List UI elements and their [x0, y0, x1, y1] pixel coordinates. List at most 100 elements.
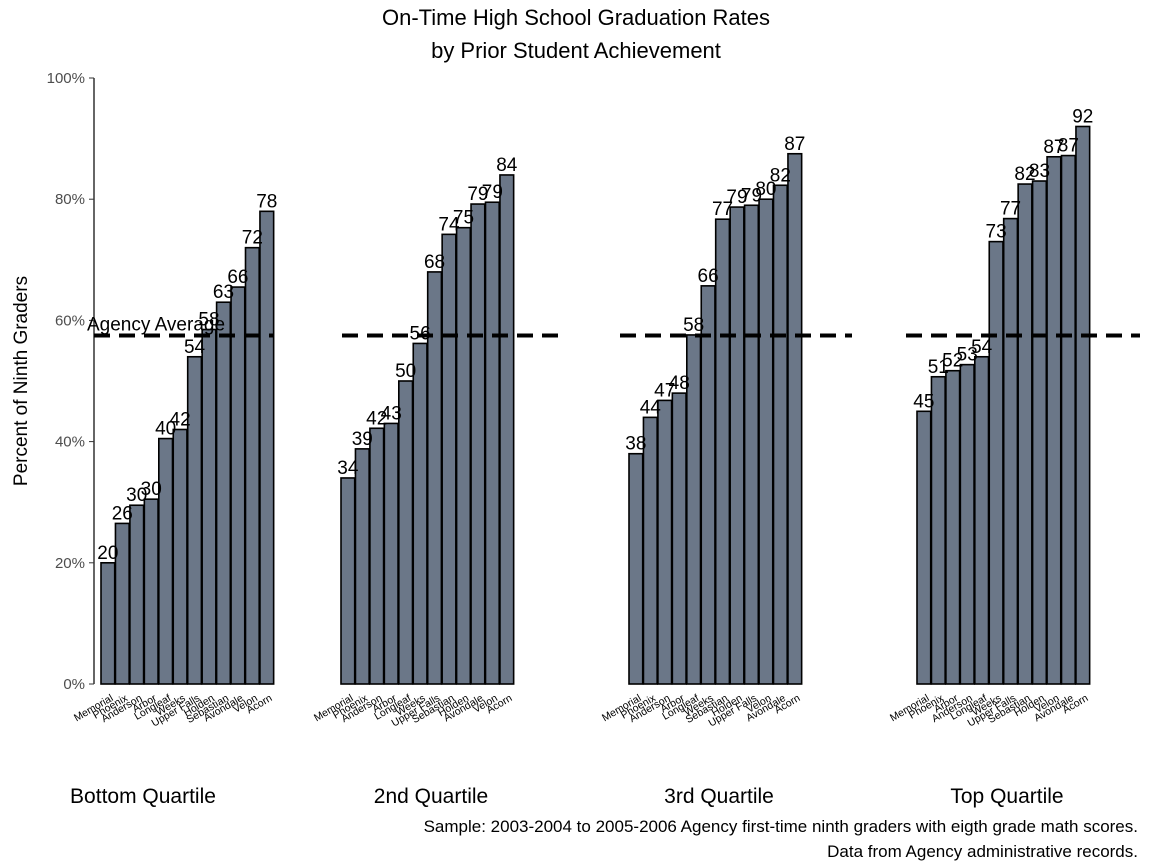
bar-anderson — [959, 363, 975, 685]
bar-phoenix — [642, 416, 658, 685]
bar-longleaf — [158, 437, 174, 685]
y-tick-label: 0% — [63, 676, 85, 693]
value-label: 79 — [482, 182, 503, 203]
bar-memorial — [916, 410, 932, 685]
bar-acorn — [259, 210, 275, 685]
bar-anderson — [369, 427, 385, 685]
caption-line-2: Data from Agency administrative records. — [827, 842, 1138, 861]
bar-sebastian — [441, 233, 457, 685]
bar-avondale — [470, 203, 486, 685]
value-label: 82 — [1014, 164, 1035, 185]
bar-anderson — [657, 399, 673, 685]
bar-holden — [729, 206, 745, 685]
value-label: 80 — [755, 179, 776, 200]
y-tick-label: 100% — [47, 70, 85, 87]
value-label: 79 — [726, 187, 747, 208]
y-axis: 0% 20% 40% 60% 80% 100% Percent of Ninth Grade… — [11, 70, 95, 693]
value-label: 20 — [97, 543, 118, 564]
bar-phoenix — [930, 375, 946, 685]
value-label: 45 — [913, 391, 934, 412]
value-label: 40 — [155, 419, 176, 440]
bar-arbor — [143, 498, 159, 685]
value-label: 54 — [971, 337, 993, 358]
value-label: 48 — [669, 373, 690, 394]
value-label: 42 — [170, 409, 191, 430]
bar-acorn — [787, 152, 803, 685]
bar-weeks — [172, 428, 188, 685]
value-label: 83 — [1029, 161, 1050, 182]
value-label: 92 — [1072, 106, 1093, 127]
y-axis-title: Percent of Ninth Graders — [11, 276, 32, 486]
value-label: 47 — [654, 380, 675, 401]
bar-longleaf — [973, 355, 990, 685]
value-label: 74 — [438, 214, 460, 235]
value-label: 63 — [213, 282, 234, 303]
bar-holden — [1031, 180, 1048, 685]
value-label: 50 — [395, 361, 416, 382]
value-label: 53 — [957, 345, 978, 366]
value-labels: 2026303040425458636672783439424350566874… — [97, 106, 1093, 563]
panel-label: 2nd Quartile — [374, 785, 488, 808]
bar-weeks — [988, 240, 1004, 685]
bar-velon — [1046, 155, 1062, 685]
bar-avondale — [1060, 154, 1076, 685]
bar-weeks — [412, 342, 428, 685]
x-tick-labels: MemorialPhoenixAndersonArborLongleafWeek… — [72, 692, 1090, 730]
bar-sebastian — [215, 301, 232, 685]
bar-avondale — [230, 286, 246, 685]
value-label: 68 — [424, 252, 445, 273]
value-label: 30 — [126, 485, 147, 506]
bar-upper-falls — [743, 204, 760, 685]
panel-labels: Bottom Quartile 2nd Quartile 3rd Quartile T… — [70, 785, 1064, 808]
bar-acorn — [1075, 125, 1091, 685]
bar-memorial — [628, 452, 644, 685]
value-label: 77 — [1000, 199, 1021, 220]
value-label: 72 — [242, 228, 263, 249]
value-label: 66 — [227, 267, 248, 288]
value-label: 79 — [741, 185, 762, 206]
bar-avondale — [772, 184, 788, 685]
panel-label: Top Quartile — [950, 785, 1063, 808]
bar-velon — [758, 198, 774, 685]
chart-caption: Sample: 2003-2004 to 2005-2006 Agency fi… — [424, 817, 1138, 861]
value-label: 39 — [352, 429, 373, 450]
value-label: 54 — [184, 337, 206, 358]
value-label: 52 — [942, 351, 963, 372]
bar-anderson — [129, 504, 145, 685]
bar-memorial — [100, 561, 116, 685]
value-label: 30 — [141, 479, 162, 500]
panel-label: 3rd Quartile — [664, 785, 774, 808]
bar-weeks — [700, 285, 716, 685]
value-label: 51 — [928, 357, 949, 378]
bar-panels — [100, 125, 1091, 685]
bar-holden — [201, 328, 217, 685]
bar-upper-falls — [1002, 217, 1019, 685]
bar-arbor — [383, 422, 399, 685]
bar-arbor — [945, 369, 961, 685]
value-label: 58 — [683, 315, 704, 336]
chart-title: On-Time High School Graduation Rates by P… — [382, 5, 770, 63]
y-tick-label: 40% — [55, 434, 85, 451]
value-label: 78 — [256, 191, 277, 212]
value-label: 56 — [410, 323, 431, 344]
value-label: 87 — [784, 134, 805, 155]
agency-average-label: Agency Average — [87, 315, 225, 336]
bar-sebastian — [1017, 183, 1033, 685]
value-label: 82 — [770, 165, 791, 186]
y-tick-label: 60% — [55, 312, 85, 329]
chart-title-line-1: On-Time High School Graduation Rates — [382, 5, 770, 30]
value-label: 75 — [453, 208, 474, 229]
bar-holden — [455, 226, 472, 685]
value-label: 44 — [640, 397, 662, 418]
bar-velon — [484, 201, 500, 685]
value-label: 42 — [366, 408, 387, 429]
value-label: 38 — [625, 434, 646, 455]
bar-arbor — [671, 392, 687, 685]
bar-memorial — [340, 477, 356, 685]
value-label: 87 — [1043, 137, 1064, 158]
panel-label: Bottom Quartile — [70, 785, 216, 808]
agency-average-lines: Agency Average — [87, 315, 1140, 338]
y-tick-label: 20% — [55, 555, 85, 572]
bar-sebastian — [714, 218, 731, 685]
chart-title-line-2: by Prior Student Achievement — [431, 38, 721, 63]
